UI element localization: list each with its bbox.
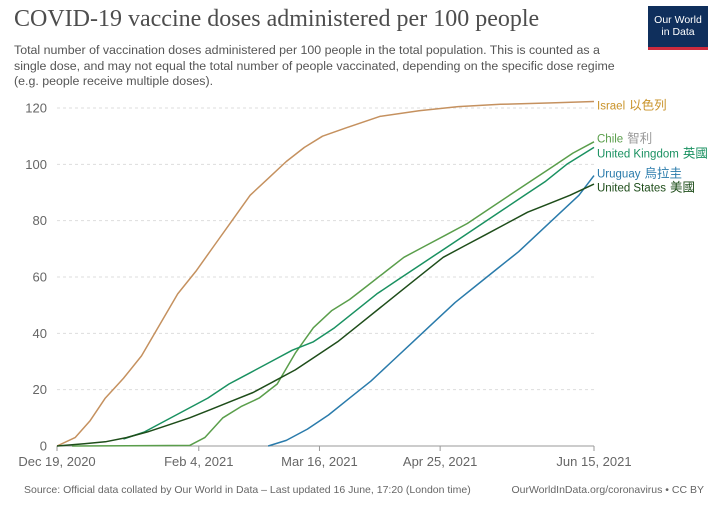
credit-link[interactable]: OurWorldInData.org/coronavirus • CC BY (511, 484, 704, 496)
series-name-cjk: 美國 (670, 180, 695, 195)
y-tick-label: 0 (40, 439, 47, 454)
y-tick-label: 80 (33, 213, 47, 228)
series-name: Israel (597, 101, 625, 113)
series-name: United States (597, 183, 666, 195)
series-name-cjk: 英國 (683, 146, 708, 161)
series-name: United Kingdom (597, 149, 679, 161)
y-tick-label: 60 (33, 270, 47, 285)
chart-subtitle: Total number of vaccination doses admini… (14, 43, 615, 88)
series-line-united-kingdom (123, 146, 595, 440)
chart-title: COVID-19 vaccine doses administered per … (14, 6, 540, 32)
series-label-israel: Israel 以色列 (597, 98, 667, 113)
series-line-uruguay (267, 175, 595, 447)
y-tick-label: 120 (25, 101, 47, 116)
logo-line-1: Our World (654, 14, 702, 26)
line-chart: 0 20 40 60 80 100 120 Dec 19, 2020 Feb 4, 2021 Ma… (18, 98, 708, 470)
x-tick-label: Apr 25, 2021 (403, 454, 477, 469)
series-label-uruguay: Uruguay 烏拉圭 (597, 166, 682, 181)
x-tick-label: Dec 19, 2020 (18, 454, 95, 469)
series-label-chile: Chile 智利 (597, 131, 652, 146)
series-label-united-kingdom: United Kingdom 英國 (597, 146, 708, 161)
series-name-cjk: 智利 (627, 131, 652, 146)
y-tick-label: 20 (33, 382, 47, 397)
owid-logo[interactable]: Our World in Data (648, 6, 708, 50)
source-note: Source: Official data collated by Our Wo… (24, 484, 471, 496)
y-tick-label: 100 (25, 157, 47, 172)
y-tick-label: 40 (33, 326, 47, 341)
series-line-israel (56, 100, 595, 447)
x-tick-label: Jun 15, 2021 (556, 454, 631, 469)
series-name: Uruguay (597, 169, 641, 181)
series-line-united-states (56, 183, 595, 447)
logo-line-2: in Data (661, 26, 695, 38)
series-line-chile (72, 141, 595, 447)
series-name: Chile (597, 134, 623, 146)
series-name-cjk: 以色列 (629, 98, 667, 113)
series-name-cjk: 烏拉圭 (644, 166, 682, 181)
series-label-united-states: United States 美國 (597, 180, 695, 195)
x-tick-label: Mar 16, 2021 (281, 454, 358, 469)
x-tick-label: Feb 4, 2021 (164, 454, 233, 469)
